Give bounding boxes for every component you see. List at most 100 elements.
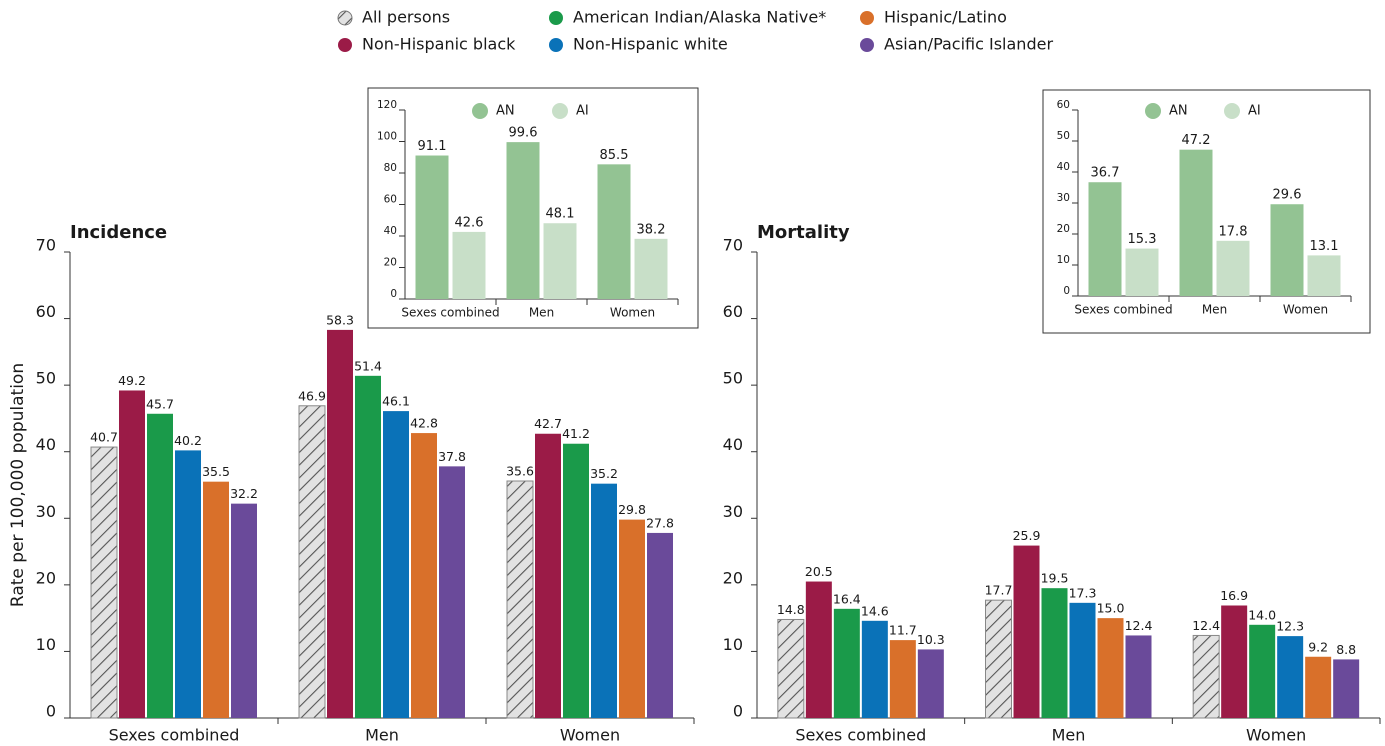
bar xyxy=(1125,635,1152,718)
y-tick-label: 40 xyxy=(384,225,397,237)
bar xyxy=(985,599,1012,719)
value-label: 35.6 xyxy=(506,464,534,479)
legend-label: Non-Hispanic black xyxy=(362,35,516,54)
legend-label: AI xyxy=(576,104,589,119)
bar xyxy=(175,450,201,718)
y-tick-label: 80 xyxy=(384,162,397,174)
chart-title: Incidence xyxy=(70,222,167,243)
y-tick-label: 120 xyxy=(377,99,397,111)
value-label: 20.5 xyxy=(805,564,833,579)
x-tick-label: Sexes combined xyxy=(401,306,499,320)
value-label: 14.8 xyxy=(777,602,805,617)
x-tick-label: Sexes combined xyxy=(795,726,926,745)
value-label: 35.2 xyxy=(590,466,618,481)
y-tick-label: 20 xyxy=(384,257,397,269)
value-label: 25.9 xyxy=(1013,528,1041,543)
value-label: 48.1 xyxy=(546,207,575,222)
y-axis-label: Rate per 100,000 population xyxy=(8,363,28,607)
value-label: 9.2 xyxy=(1308,639,1328,654)
value-label: 46.1 xyxy=(382,394,410,409)
bar xyxy=(535,433,561,718)
bar xyxy=(1221,605,1248,718)
bar xyxy=(1097,618,1124,718)
bar xyxy=(597,164,631,299)
bar xyxy=(833,608,860,718)
bar xyxy=(889,640,916,718)
legend-label: AN xyxy=(496,104,515,119)
legend-label: Asian/Pacific Islander xyxy=(884,35,1053,54)
value-label: 17.7 xyxy=(985,583,1013,598)
value-label: 36.7 xyxy=(1091,166,1120,181)
value-label: 27.8 xyxy=(646,515,674,530)
legend-swatch xyxy=(472,103,488,119)
y-tick-label: 0 xyxy=(1063,285,1070,297)
legend-swatch xyxy=(1224,103,1240,119)
value-label: 51.4 xyxy=(354,358,382,373)
bar xyxy=(1216,240,1250,296)
bar xyxy=(563,443,589,718)
legend-label: Hispanic/Latino xyxy=(884,8,1007,27)
bar xyxy=(415,155,449,299)
value-label: 14.0 xyxy=(1248,607,1276,622)
legend-swatch xyxy=(549,38,563,52)
value-label: 12.3 xyxy=(1276,619,1304,634)
x-tick-label: Men xyxy=(1202,303,1227,317)
value-label: 13.1 xyxy=(1310,239,1339,254)
value-label: 19.5 xyxy=(1041,571,1069,586)
bar xyxy=(506,480,534,719)
value-label: 99.6 xyxy=(509,126,538,141)
y-tick-label: 30 xyxy=(1057,192,1070,204)
bar xyxy=(1249,624,1276,718)
value-label: 85.5 xyxy=(600,148,629,163)
bar xyxy=(917,649,944,718)
value-label: 16.4 xyxy=(833,591,861,606)
x-tick-label: Men xyxy=(365,726,399,745)
y-tick-label: 100 xyxy=(377,131,397,143)
value-label: 40.7 xyxy=(90,430,118,445)
value-label: 32.2 xyxy=(230,486,258,501)
bar xyxy=(634,238,668,299)
value-label: 45.7 xyxy=(146,396,174,411)
value-label: 91.1 xyxy=(418,139,447,154)
legend-swatch xyxy=(337,10,353,26)
y-tick-label: 70 xyxy=(723,236,743,255)
legend-label: AN xyxy=(1169,104,1188,119)
x-tick-label: Women xyxy=(560,726,620,745)
bar xyxy=(1307,255,1341,296)
y-tick-label: 0 xyxy=(733,702,743,721)
value-label: 10.3 xyxy=(917,632,945,647)
bar xyxy=(1305,656,1332,718)
value-label: 29.8 xyxy=(618,502,646,517)
bar xyxy=(203,481,229,718)
legend-label: All persons xyxy=(362,8,450,27)
y-tick-label: 60 xyxy=(723,302,743,321)
value-label: 35.5 xyxy=(202,464,230,479)
bar xyxy=(619,519,645,718)
bar xyxy=(439,466,465,718)
bar xyxy=(777,618,805,719)
y-tick-label: 40 xyxy=(36,435,56,454)
value-label: 41.2 xyxy=(562,426,590,441)
y-tick-label: 60 xyxy=(36,302,56,321)
value-label: 17.3 xyxy=(1069,585,1097,600)
value-label: 29.6 xyxy=(1273,188,1302,203)
bar xyxy=(1277,636,1304,718)
legend-swatch xyxy=(552,103,568,119)
y-tick-label: 40 xyxy=(1057,161,1070,173)
value-label: 15.0 xyxy=(1097,601,1125,616)
bar xyxy=(383,411,409,718)
y-tick-label: 0 xyxy=(46,702,56,721)
y-tick-label: 60 xyxy=(384,194,397,206)
legend-swatch xyxy=(860,38,874,52)
legend-label: American Indian/Alaska Native* xyxy=(573,8,826,27)
value-label: 58.3 xyxy=(326,312,354,327)
bar xyxy=(647,532,673,718)
bar xyxy=(591,483,617,718)
bar xyxy=(119,390,145,718)
value-label: 37.8 xyxy=(438,449,466,464)
bar xyxy=(411,433,437,718)
legend-swatch xyxy=(860,11,874,25)
y-tick-label: 60 xyxy=(1057,99,1070,111)
y-tick-label: 30 xyxy=(723,502,743,521)
